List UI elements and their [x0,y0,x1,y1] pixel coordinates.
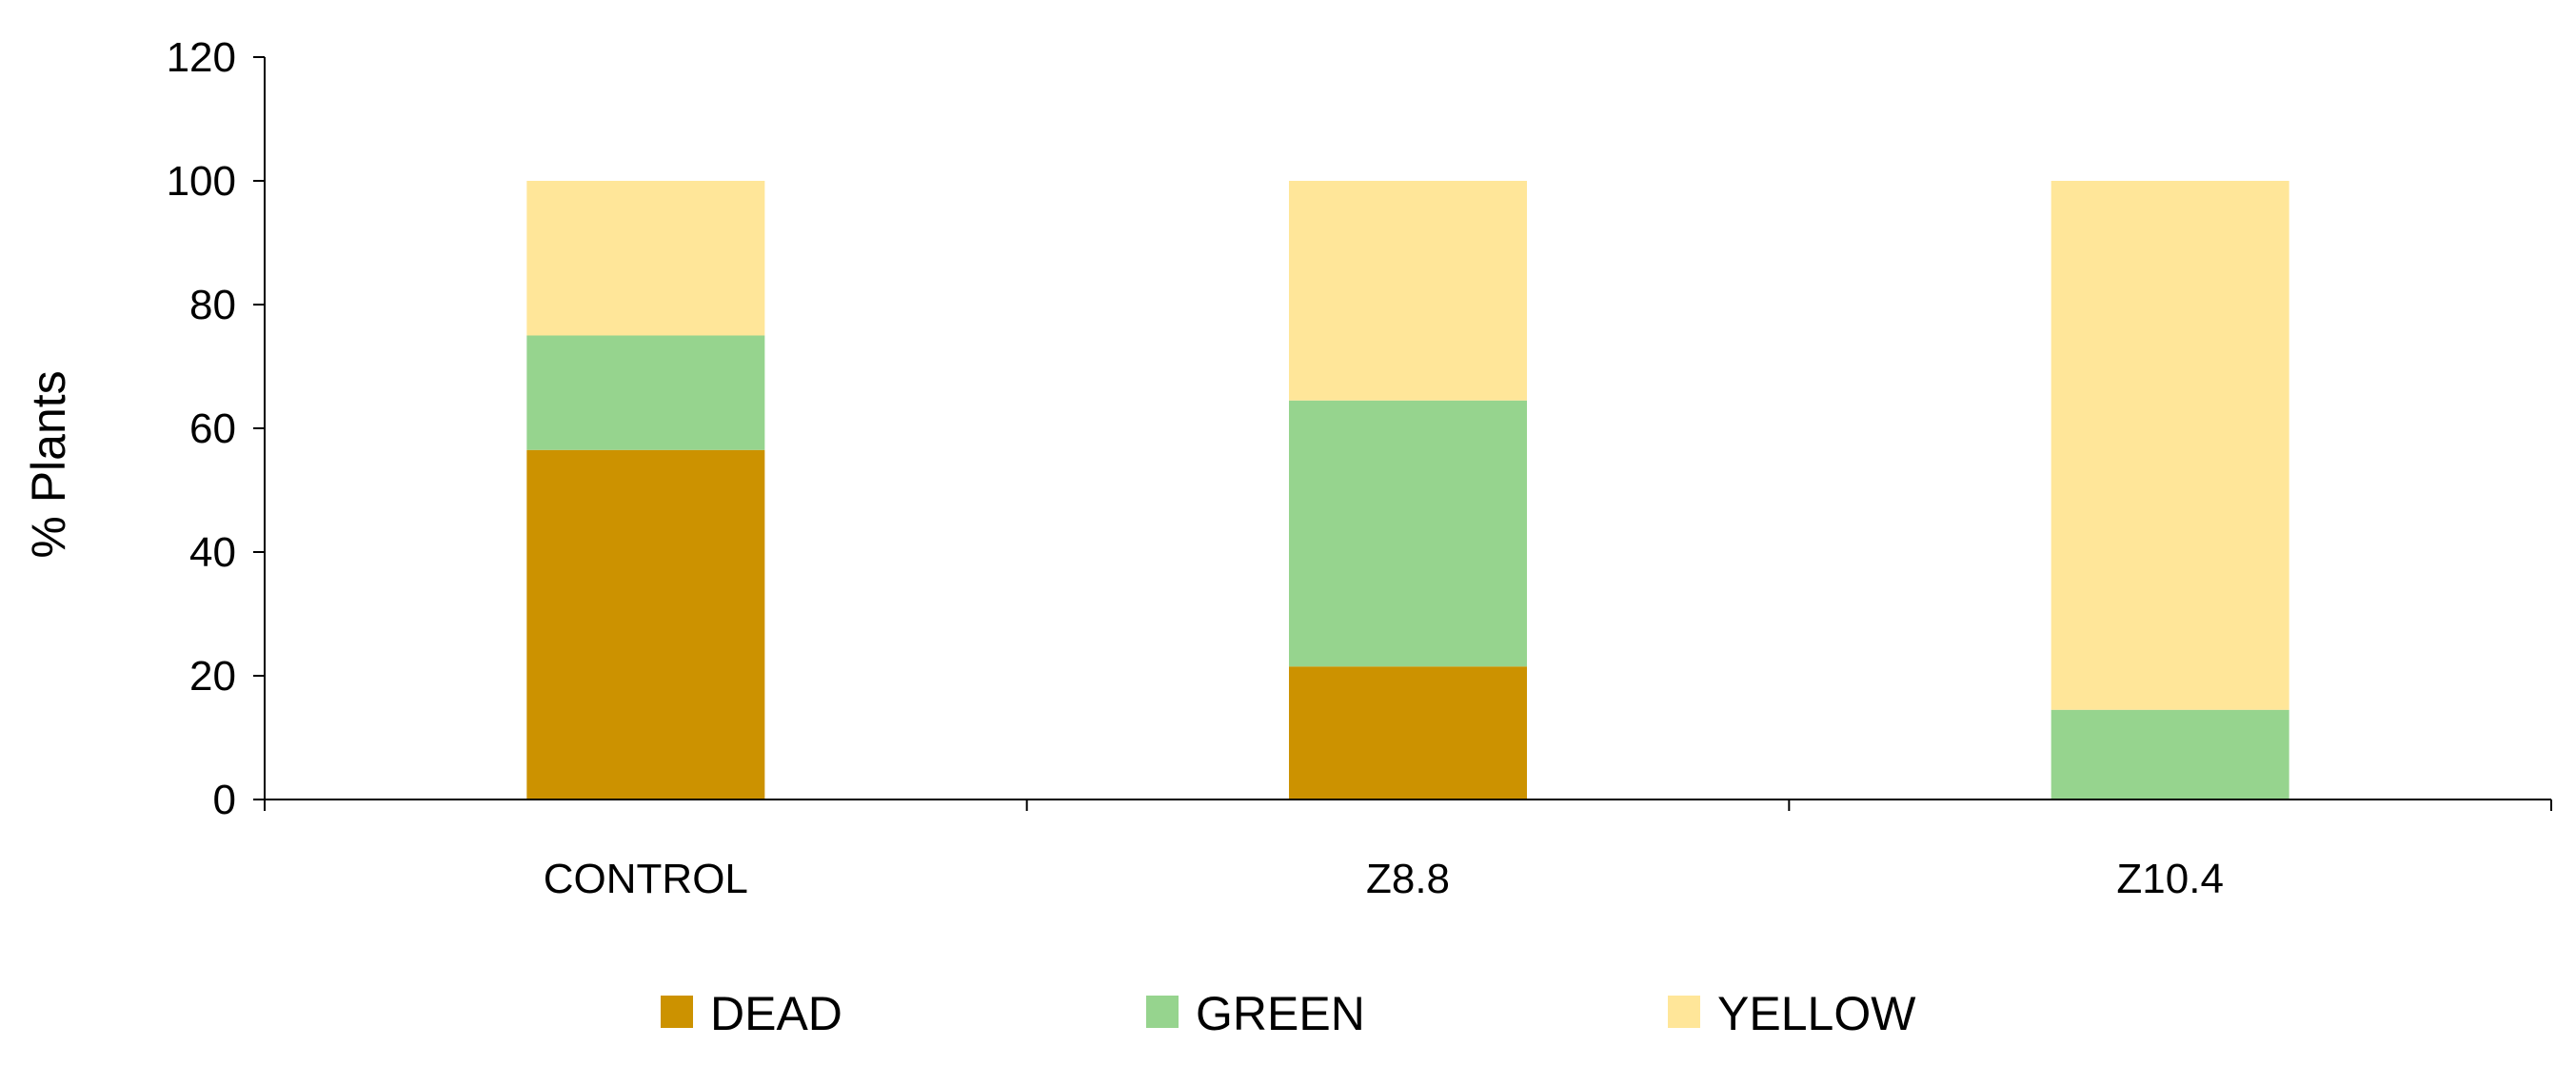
y-tick-label: 20 [189,653,236,700]
legend-label-dead: DEAD [710,987,842,1040]
legend-label-green: GREEN [1196,987,1365,1040]
legend: DEAD GREEN YELLOW [661,987,1916,1040]
x-tick-label: Z8.8 [1366,856,1450,902]
bar-green-z10-4 [2051,709,2289,800]
y-axis-title: % Plants [22,370,75,558]
bar-yellow-z10-4 [2051,181,2289,710]
x-tick-label: CONTROL [544,856,748,902]
y-tick-label: 100 [167,158,236,205]
y-tick-label: 120 [167,34,236,81]
legend-swatch-yellow [1668,996,1700,1028]
bars-group [526,181,2289,800]
bar-yellow-control [526,181,765,336]
bar-yellow-z8-8 [1289,181,1527,401]
y-tick-label: 80 [189,282,236,328]
legend-label-yellow: YELLOW [1717,987,1916,1040]
bar-dead-z8-8 [1289,666,1527,800]
y-tick-label: 40 [189,529,236,576]
bar-dead-control [526,449,765,800]
x-axis: CONTROL Z8.8 Z10.4 [264,799,2552,902]
x-tick-label: Z10.4 [2116,856,2224,902]
y-axis: 0 20 40 60 80 100 120 [167,34,266,823]
y-tick-label: 0 [213,777,236,823]
y-tick-label: 60 [189,405,236,452]
bar-green-control [526,335,765,450]
legend-swatch-green [1146,996,1179,1028]
legend-swatch-dead [661,996,693,1028]
bar-green-z8-8 [1289,400,1527,667]
